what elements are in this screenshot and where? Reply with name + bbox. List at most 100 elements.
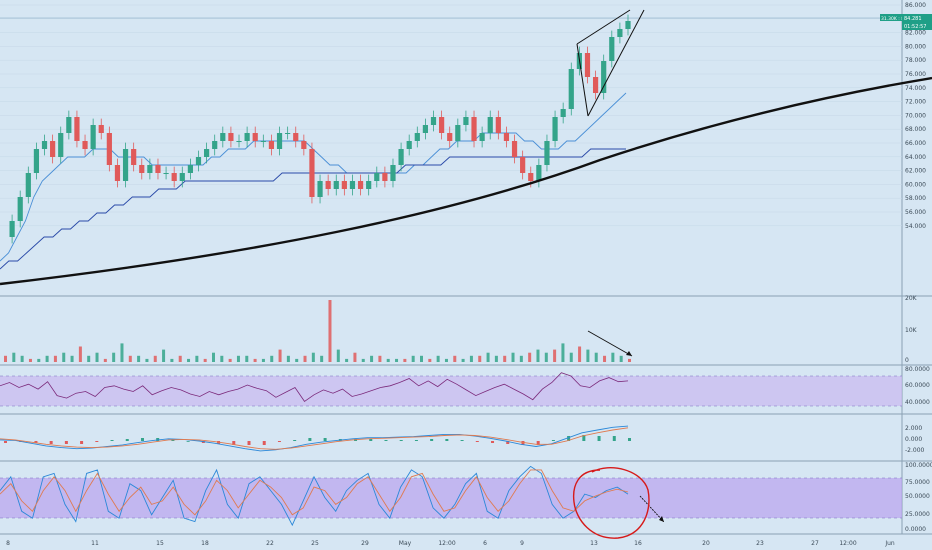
- candle-body: [439, 117, 445, 133]
- wedge-left-line[interactable]: [576, 43, 589, 117]
- volume-bar: [203, 358, 207, 362]
- volume-bar: [628, 358, 631, 362]
- date-tick-label: 20: [702, 540, 710, 547]
- candle-body: [447, 133, 453, 141]
- volume-bar: [170, 358, 174, 362]
- volume-bar: [128, 355, 132, 362]
- candle-body: [9, 221, 15, 237]
- wedge-lower-line[interactable]: [587, 9, 645, 117]
- volume-bar: [403, 358, 407, 362]
- candle-body: [220, 133, 226, 141]
- macd-histogram-bar: [140, 438, 144, 441]
- volume-bar: [561, 343, 565, 362]
- price-tick-label: 74.000: [905, 85, 926, 92]
- candle-body: [228, 133, 234, 141]
- price-badge-right: [902, 14, 932, 30]
- macd-histogram-bar: [186, 441, 190, 442]
- volume-bar: [461, 358, 465, 362]
- price-tick-label: 64.000: [905, 154, 926, 161]
- volume-tick-label: 20K: [905, 295, 918, 302]
- date-tick-label: 22: [266, 540, 274, 547]
- price-tick-label: 76.000: [905, 71, 926, 78]
- stoch-k-line: [0, 465, 629, 527]
- date-tick-label: May: [399, 540, 412, 547]
- macd-histogram-bar: [95, 441, 99, 442]
- date-tick-label: 11: [91, 540, 99, 547]
- date-tick-label: 29: [361, 540, 369, 547]
- rsi-axis: 80.0000 60.0000 40.0000: [905, 366, 930, 406]
- price-timer: 01:52:57: [904, 24, 926, 30]
- volume-bar: [62, 352, 66, 362]
- macd-histogram-bar: [597, 436, 601, 441]
- macd-histogram-bar: [110, 440, 114, 441]
- price-tick-label: 54.000: [905, 223, 926, 230]
- volume-bar: [361, 358, 365, 362]
- volume-bar: [511, 352, 515, 362]
- date-tick-label: 23: [756, 540, 764, 547]
- wedge-upper-line[interactable]: [576, 9, 631, 45]
- price-value: 84.281: [904, 16, 922, 22]
- candle-body: [390, 165, 396, 181]
- macd-tick-label: -2.000: [905, 447, 925, 454]
- candle-body: [236, 141, 242, 142]
- candle-body: [293, 133, 299, 141]
- candle-body: [544, 141, 550, 165]
- rsi-tick-label: 40.0000: [905, 399, 930, 406]
- candle-body: [487, 117, 493, 133]
- volume-bar: [20, 355, 24, 362]
- candle-body: [163, 173, 169, 174]
- stoch-tick-label: 0.0000: [905, 526, 926, 533]
- stoch-band: [0, 478, 902, 518]
- candle-body: [98, 125, 104, 133]
- candle-body: [17, 197, 23, 221]
- candle-body: [536, 165, 542, 181]
- volume-bar: [494, 355, 498, 362]
- volume-bar: [395, 358, 399, 362]
- macd-histogram-bar: [521, 441, 525, 445]
- volume-bar: [478, 355, 482, 362]
- support-trendline[interactable]: [0, 76, 932, 286]
- candle-body: [244, 133, 250, 141]
- macd-histogram-bar: [506, 441, 510, 444]
- macd-histogram-bar: [551, 440, 555, 441]
- price-axis: 86.00084.00082.00080.00078.00076.00074.0…: [905, 2, 926, 230]
- volume-bar: [411, 355, 415, 362]
- candle-body: [66, 117, 72, 133]
- red-circle-annotation[interactable]: [572, 467, 650, 539]
- price-tick-label: 56.000: [905, 209, 926, 216]
- candle-body: [147, 165, 153, 173]
- date-axis: 8 11 15 18 22 25 29 May 12:00 6 9 13 16 20 23 27 12:00 Ju…: [6, 540, 895, 547]
- volume-bar: [286, 355, 290, 362]
- date-tick-label: 9: [520, 540, 524, 547]
- stoch-tick-label: 75.0000: [905, 479, 930, 486]
- candle-body: [333, 181, 339, 189]
- candle-body: [285, 133, 291, 134]
- candle-body: [106, 133, 112, 165]
- price-tick-label: 66.000: [905, 140, 926, 147]
- candle-body: [374, 173, 380, 181]
- price-tick-label: 78.000: [905, 57, 926, 64]
- volume-trend-arrow[interactable]: [587, 330, 633, 357]
- candle-body: [422, 125, 429, 133]
- price-tick-label: 82.000: [905, 30, 926, 37]
- price-tick-label: 62.000: [905, 168, 926, 175]
- price-tick-label: 86.000: [905, 2, 926, 9]
- price-grid: [0, 4, 902, 227]
- candle-body: [568, 69, 574, 109]
- volume-bar: [386, 358, 390, 362]
- volume-bar: [78, 346, 82, 362]
- date-tick-label: 27: [811, 540, 819, 547]
- volume-bar: [320, 355, 324, 362]
- volume-bar: [370, 355, 374, 362]
- macd-histogram-bar: [430, 439, 434, 441]
- macd-histogram-bar: [232, 441, 236, 445]
- candle-body: [592, 77, 599, 93]
- candle-body: [398, 149, 404, 165]
- volume-bar: [236, 355, 240, 362]
- volume-bar: [195, 355, 199, 362]
- volume-bar: [611, 352, 615, 362]
- candle-body: [179, 173, 185, 181]
- stoch-axis: 100.0000 75.0000 50.0000 25.0000 0.0000: [905, 462, 932, 533]
